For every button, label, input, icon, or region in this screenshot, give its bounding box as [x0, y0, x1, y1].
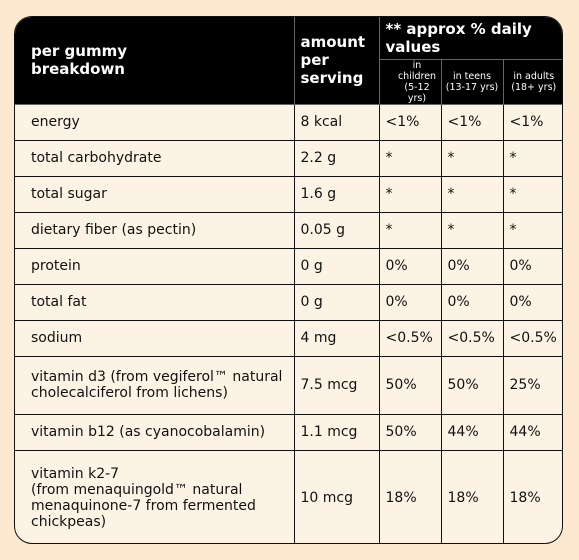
daily-value: *	[440, 175, 504, 213]
amount: 2.2 g	[293, 139, 380, 177]
nutrition-table-container: per gummy breakdown amount per serving *…	[14, 16, 563, 544]
daily-value: 44%	[440, 413, 504, 451]
nutrient-name: total carbohydrate	[15, 139, 295, 177]
amount: 1.1 mcg	[293, 413, 380, 451]
daily-value: *	[502, 139, 562, 177]
daily-value: 0%	[378, 283, 442, 321]
nutrient-name: vitamin k2-7 (from menaquingold™ natural…	[15, 449, 295, 543]
daily-value: 18%	[440, 449, 504, 543]
daily-value: 18%	[502, 449, 562, 543]
daily-value: 50%	[378, 355, 442, 415]
table-row: dietary fiber (as pectin) 0.05 g * * *	[15, 211, 562, 249]
daily-value: 0%	[378, 247, 442, 285]
daily-value: *	[378, 211, 442, 249]
daily-value: 50%	[440, 355, 504, 415]
table-row: sodium 4 mg <0.5% <0.5% <0.5%	[15, 319, 562, 357]
table-row: energy 8 kcal <1% <1% <1%	[15, 103, 562, 141]
daily-value: 25%	[502, 355, 562, 415]
group-header: ** approx % daily values	[378, 17, 562, 60]
daily-value: <0.5%	[378, 319, 442, 357]
daily-value: <1%	[378, 103, 442, 141]
amount-header: amount per serving	[293, 17, 380, 105]
daily-value: <1%	[440, 103, 504, 141]
nutrient-name: total sugar	[15, 175, 295, 213]
daily-value: 0%	[502, 283, 562, 321]
daily-value: *	[502, 211, 562, 249]
nutrition-table: per gummy breakdown amount per serving *…	[15, 17, 562, 543]
nutrient-name: vitamin b12 (as cyanocobalamin)	[15, 413, 295, 451]
daily-value: *	[378, 139, 442, 177]
amount: 1.6 g	[293, 175, 380, 213]
amount: 0 g	[293, 247, 380, 285]
label-header: per gummy breakdown	[15, 17, 295, 105]
nutrient-name: protein	[15, 247, 295, 285]
daily-value: 0%	[502, 247, 562, 285]
amount: 0.05 g	[293, 211, 380, 249]
daily-value: *	[440, 139, 504, 177]
nutrient-name: sodium	[15, 319, 295, 357]
table-row: total carbohydrate 2.2 g * * *	[15, 139, 562, 177]
daily-value: <0.5%	[440, 319, 504, 357]
amount: 0 g	[293, 283, 380, 321]
daily-value: <0.5%	[502, 319, 562, 357]
amount: 4 mg	[293, 319, 380, 357]
daily-value: 0%	[440, 283, 504, 321]
table-row: total fat 0 g 0% 0% 0%	[15, 283, 562, 321]
daily-value: 44%	[502, 413, 562, 451]
amount: 8 kcal	[293, 103, 380, 141]
table-row: vitamin b12 (as cyanocobalamin) 1.1 mcg 50…	[15, 413, 562, 451]
daily-value: *	[378, 175, 442, 213]
table-row: protein 0 g 0% 0% 0%	[15, 247, 562, 285]
daily-value: <1%	[502, 103, 562, 141]
daily-value: 18%	[378, 449, 442, 543]
nutrient-name: dietary fiber (as pectin)	[15, 211, 295, 249]
table-row: total sugar 1.6 g * * *	[15, 175, 562, 213]
daily-value: *	[502, 175, 562, 213]
nutrient-name: total fat	[15, 283, 295, 321]
table-row: vitamin k2-7 (from menaquingold™ natural…	[15, 449, 562, 543]
amount: 7.5 mcg	[293, 355, 380, 415]
nutrient-name: energy	[15, 103, 295, 141]
daily-value: *	[440, 211, 504, 249]
subheader: in teens (13-17 yrs)	[440, 58, 504, 105]
nutrient-name: vitamin d3 (from vegiferol™ natural chol…	[15, 355, 295, 415]
subheader: in adults (18+ yrs)	[502, 58, 562, 105]
table-row: vitamin d3 (from vegiferol™ natural chol…	[15, 355, 562, 415]
daily-value: 50%	[378, 413, 442, 451]
daily-value: 0%	[440, 247, 504, 285]
subheader: in children (5-12 yrs)	[379, 58, 442, 105]
amount: 10 mcg	[293, 449, 380, 543]
